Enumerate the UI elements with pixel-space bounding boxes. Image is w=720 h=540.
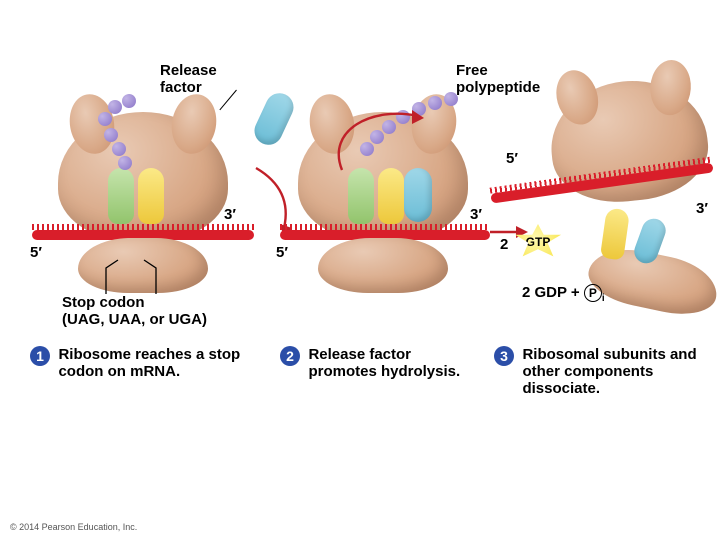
step-2-number: 2: [280, 346, 300, 366]
release-arc: [322, 100, 432, 180]
three-prime-3: 3′: [696, 200, 708, 217]
gdp-text: 2 GDP +: [522, 284, 584, 301]
release-factor-approaching: [250, 89, 298, 150]
trna-green-1: [108, 168, 134, 224]
five-prime-2: 5′: [276, 244, 288, 261]
gdp-equation: 2 GDP + Pi: [522, 284, 605, 305]
trna-yellow-1: [138, 168, 164, 224]
stop-codon-pointer: [96, 258, 176, 298]
ribosome-small-2: [318, 238, 448, 293]
copyright: © 2014 Pearson Education, Inc.: [10, 522, 137, 532]
step-1: 1 Ribosome reaches a stop codon on mRNA.: [30, 346, 248, 380]
step-3: 3 Ribosomal subunits and other component…: [494, 346, 712, 397]
arrow-2: [488, 218, 530, 248]
five-prime-3: 5′: [506, 150, 518, 167]
step-1-text: Ribosome reaches a stop codon on mRNA.: [58, 346, 248, 380]
pi-sub: i: [602, 293, 605, 304]
gtp-coeff: 2: [500, 236, 508, 253]
pi-icon: P: [584, 284, 602, 302]
three-prime-2: 3′: [470, 206, 482, 223]
step-3-text: Ribosomal subunits and other components …: [522, 346, 712, 397]
release-factor-pointer: [219, 90, 236, 111]
free-polypeptide-label: Free polypeptide: [456, 62, 540, 97]
release-factor-label: Release factor: [160, 62, 217, 97]
step-2: 2 Release factor promotes hydrolysis.: [280, 346, 468, 380]
step-1-number: 1: [30, 346, 50, 366]
three-prime-1: 3′: [224, 206, 236, 223]
diagram-canvas: Release factor 5′ 3′ Stop codon (UAG, UA…: [0, 0, 720, 540]
step-2-text: Release factor promotes hydrolysis.: [308, 346, 468, 380]
stop-codon-label: Stop codon (UAG, UAA, or UGA): [62, 294, 207, 329]
five-prime-1: 5′: [30, 244, 42, 261]
step-3-number: 3: [494, 346, 514, 366]
